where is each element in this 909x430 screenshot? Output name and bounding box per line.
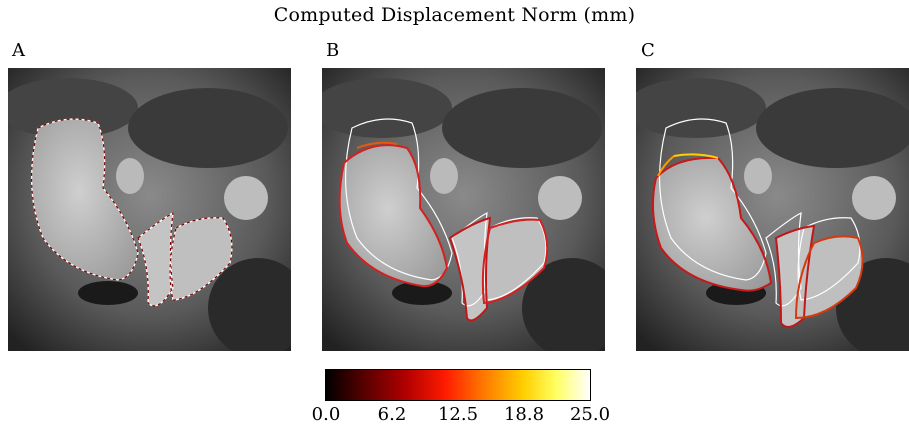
colorbar-tick-label: 6.2 (377, 404, 407, 425)
colorbar-gradient (325, 369, 591, 401)
mri-panel-b (322, 68, 605, 351)
mri-panel-a (8, 68, 291, 351)
colorbar-tick-label: 25.0 (569, 404, 611, 425)
panel-label-b: B (326, 40, 340, 61)
mri-panel-c (636, 68, 909, 351)
colorbar (325, 369, 591, 401)
figure-title: Computed Displacement Norm (mm) (273, 4, 636, 26)
colorbar-tick-label: 18.8 (503, 404, 545, 425)
colorbar-tick-label: 12.5 (437, 404, 479, 425)
panel-label-a: A (12, 40, 25, 61)
colorbar-tick-label: 0.0 (311, 404, 341, 425)
panel-label-c: C (641, 40, 655, 61)
